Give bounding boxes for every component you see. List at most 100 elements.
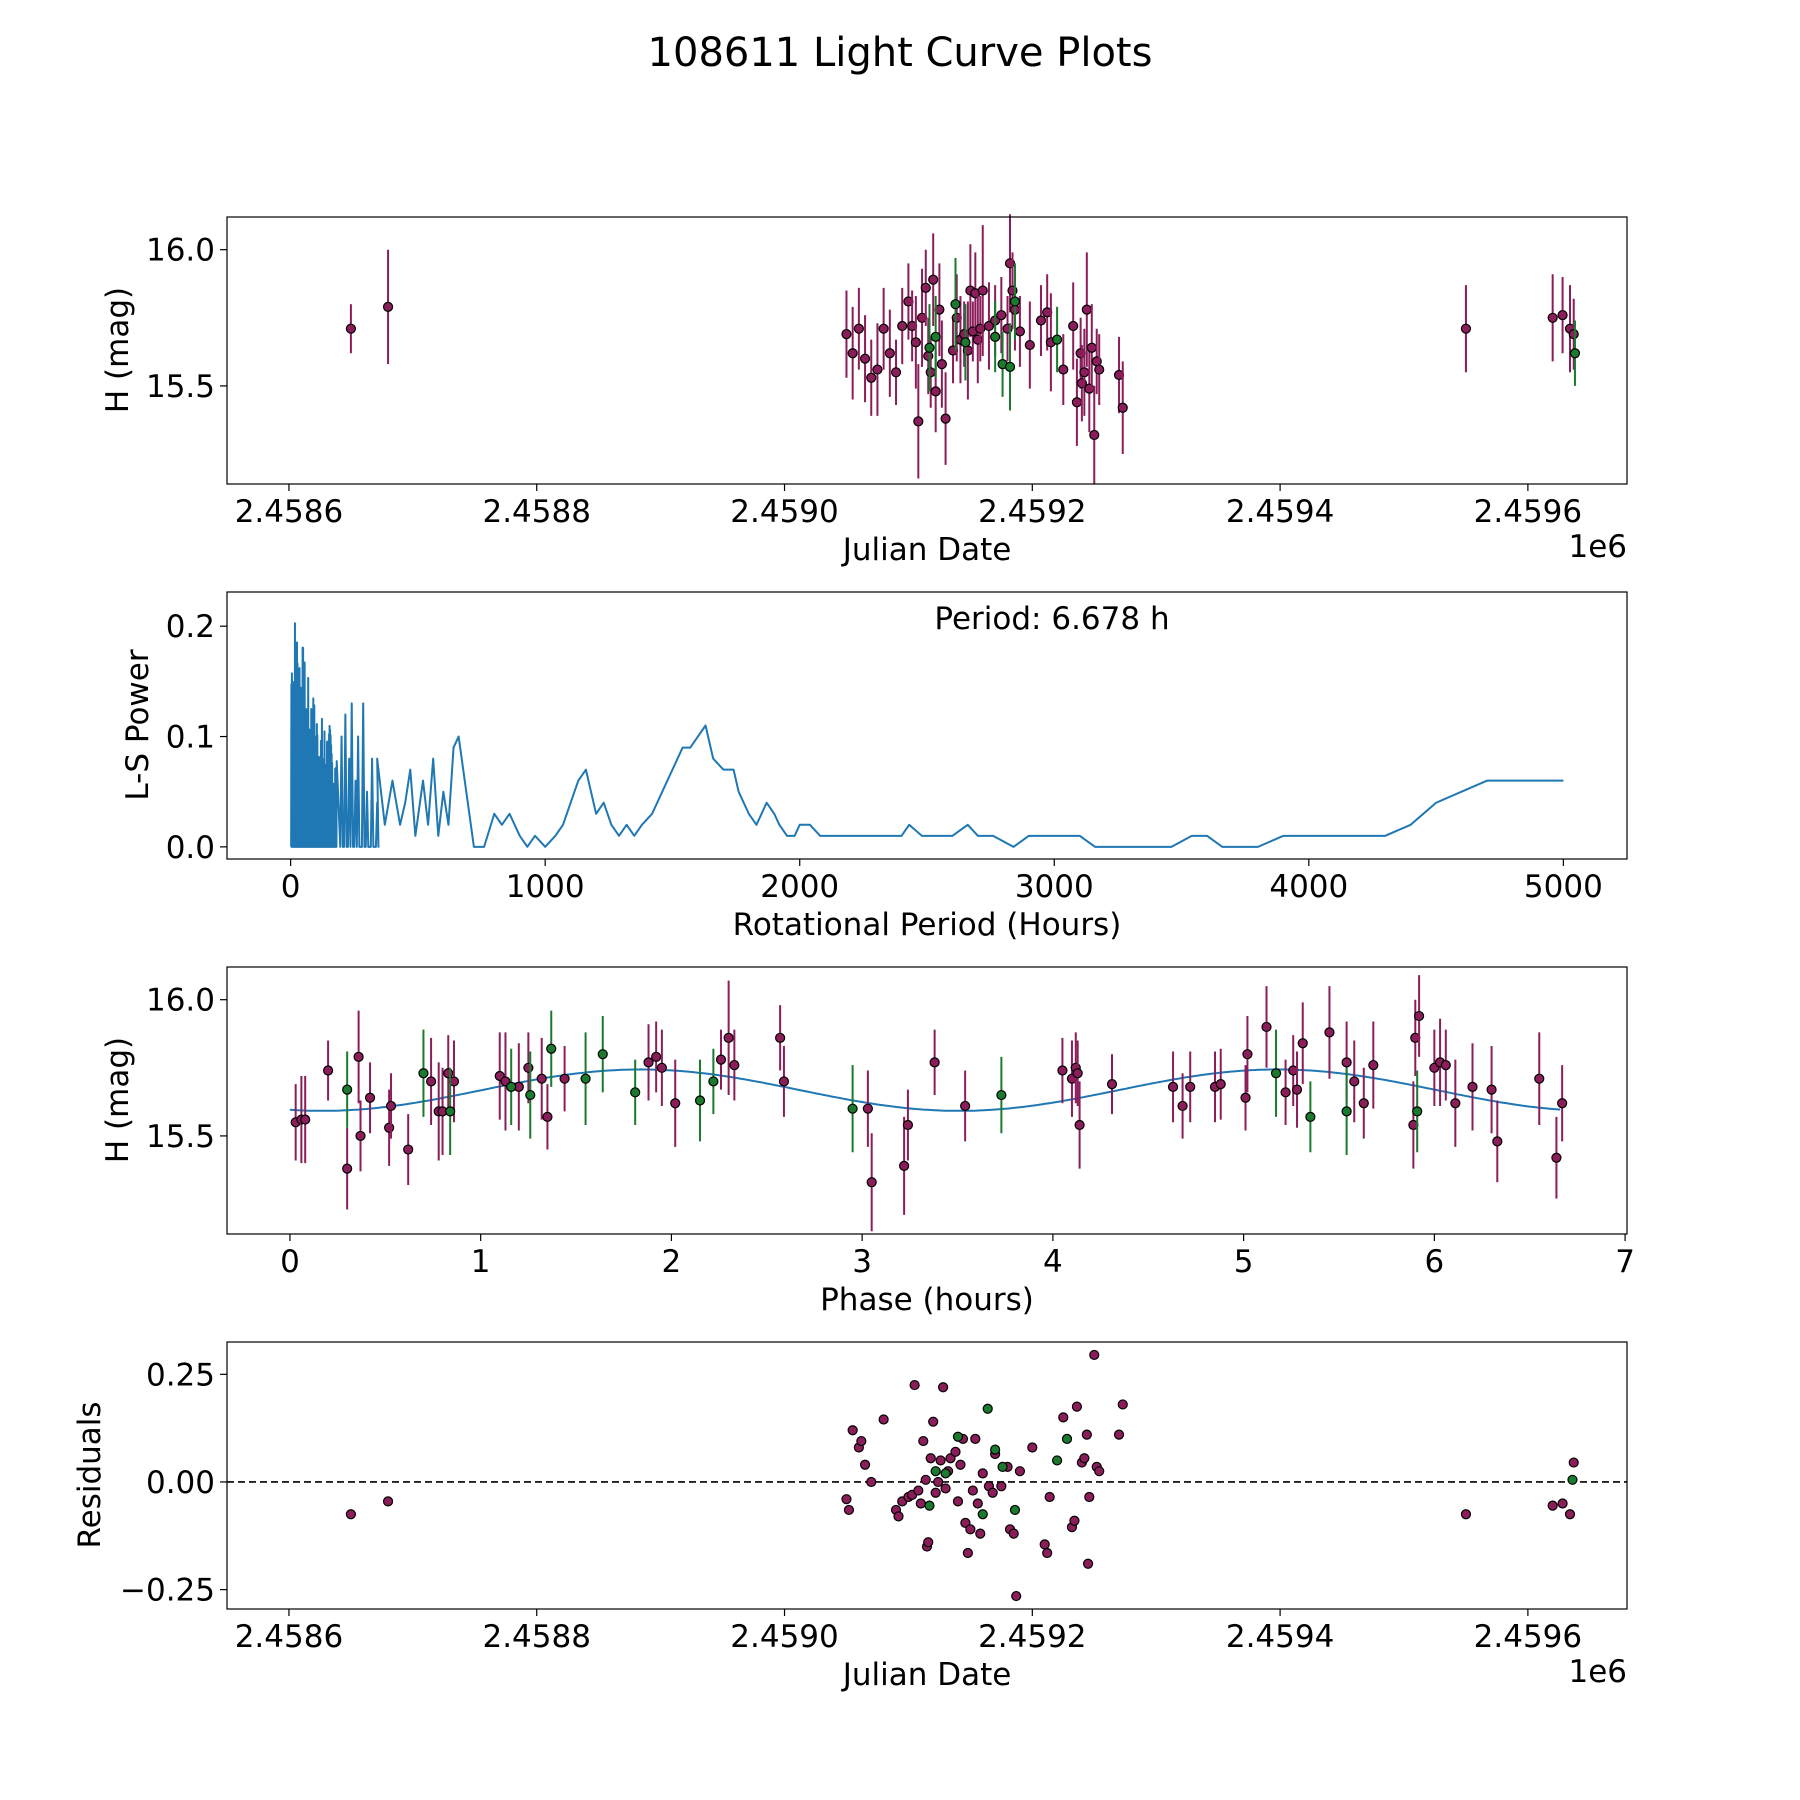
data-point [1113, 1429, 1125, 1440]
data-point [843, 1504, 855, 1516]
data-point-filter-2 [445, 1106, 456, 1117]
lightcurve-frame [226, 216, 1628, 485]
y-tick-label: 15.5 [146, 1119, 215, 1155]
data-point [322, 1065, 334, 1076]
data-point-filter-2 [525, 1089, 536, 1101]
period-annotation: Period: 6.678 h [934, 601, 1169, 637]
data-point [940, 413, 951, 424]
data-point-filter-2 [1567, 1474, 1578, 1485]
data-point [1081, 1429, 1092, 1440]
data-point [884, 348, 895, 359]
data-point [1568, 329, 1579, 340]
data-point [1117, 402, 1128, 413]
data-point [938, 1382, 949, 1393]
data-point [1024, 339, 1035, 351]
data-point [847, 348, 858, 359]
data-point [866, 1476, 877, 1488]
data-point [972, 1498, 983, 1509]
x-tick-label: 0 [280, 1244, 300, 1280]
data-point [1177, 1100, 1188, 1112]
periodogram-plot-area [290, 622, 1564, 848]
x-tick-label: 2.4586 [235, 494, 343, 530]
data-point [403, 1144, 414, 1155]
data-point [1349, 1076, 1360, 1087]
x-tick-label: 2.4590 [730, 494, 838, 530]
data-point [1557, 1098, 1568, 1109]
data-point [1084, 1491, 1095, 1503]
data-point [1008, 1528, 1019, 1539]
data-point [1044, 1491, 1055, 1503]
data-point [670, 1098, 681, 1109]
data-point [1492, 1136, 1503, 1147]
residuals-frame [226, 1341, 1628, 1610]
data-point [1358, 1098, 1369, 1109]
periodogram-panel: 0 1000 2000 3000 4000 5000 0.0 0.1 0.2 Period: 6… [120, 591, 1628, 943]
x-tick-label: 1 [471, 1244, 491, 1280]
data-point-filter-2 [1341, 1106, 1352, 1117]
y-tick-label: 0.1 [166, 720, 215, 756]
data-point [651, 1051, 662, 1063]
data-point [935, 1455, 946, 1466]
data-point-filter-2 [1569, 348, 1581, 359]
data-point [1368, 1059, 1379, 1071]
fit-curve [289, 1068, 1561, 1112]
phased-plot-area [289, 975, 1568, 1232]
data-point [975, 1528, 986, 1539]
data-point [345, 323, 356, 334]
data-point [977, 1468, 988, 1479]
data-point-filter-2 [342, 1084, 353, 1095]
x-tick-label: 1000 [506, 869, 585, 905]
data-point [345, 1509, 356, 1520]
data-point-filter-2 [630, 1087, 641, 1098]
data-point [909, 1379, 920, 1391]
data-point-filter-2 [506, 1081, 517, 1092]
data-point [542, 1111, 553, 1122]
data-point [878, 323, 889, 334]
x-tick-label: 2.4596 [1474, 1619, 1582, 1655]
x-tick-label: 2000 [760, 869, 839, 905]
x-tick-label: 2.4588 [482, 494, 590, 530]
y-tick-label: −0.25 [120, 1573, 215, 1609]
data-point [1486, 1084, 1497, 1095]
data-point-filter-2 [950, 299, 961, 310]
data-point [1167, 1081, 1179, 1092]
data-point [523, 1062, 534, 1073]
residuals-ticks: 2.4586 2.4588 2.4590 2.4592 2.4594 2.4596 −0.2… [120, 1357, 1582, 1655]
data-point [847, 1425, 858, 1436]
y-tick-label: 0.2 [166, 609, 215, 645]
data-point [1215, 1079, 1226, 1090]
data-point [1079, 1453, 1090, 1464]
data-point [920, 282, 931, 293]
data-point [996, 309, 1007, 321]
data-point [1058, 364, 1069, 375]
data-point [1069, 1515, 1080, 1526]
periodogram-frame [226, 591, 1628, 860]
x-tick-label: 2.4588 [482, 1619, 590, 1655]
data-point [1261, 1021, 1272, 1033]
x-tick-label: 2.4594 [1226, 1619, 1334, 1655]
data-point [955, 1459, 966, 1470]
data-point [929, 1057, 940, 1068]
data-point [878, 1414, 889, 1425]
data-point [910, 337, 921, 348]
data-point [1341, 1057, 1352, 1068]
x-tick-label: 7 [1615, 1244, 1635, 1280]
data-point [960, 1100, 971, 1112]
data-point-filter-2 [990, 331, 1001, 342]
data-point [856, 1435, 867, 1447]
data-point [950, 1446, 961, 1457]
data-point [536, 1073, 547, 1084]
data-point [1324, 1027, 1335, 1038]
data-point-filter-2 [1051, 1455, 1063, 1466]
data-point [1450, 1098, 1461, 1109]
data-point [1074, 1119, 1085, 1131]
data-point [1089, 1349, 1100, 1361]
data-point [893, 1511, 904, 1522]
data-point-filter-2 [694, 1095, 706, 1106]
periodogram-y-label: L-S Power [120, 649, 156, 800]
data-point [1568, 1457, 1579, 1468]
residuals-panel: 2.4586 2.4588 2.4590 2.4592 2.4594 2.4596 −0.2… [72, 1341, 1628, 1693]
data-point-filter-2 [977, 1509, 988, 1520]
phased-ticks: 0 1 2 3 4 5 6 7 15.5 16.0 [146, 983, 1635, 1280]
